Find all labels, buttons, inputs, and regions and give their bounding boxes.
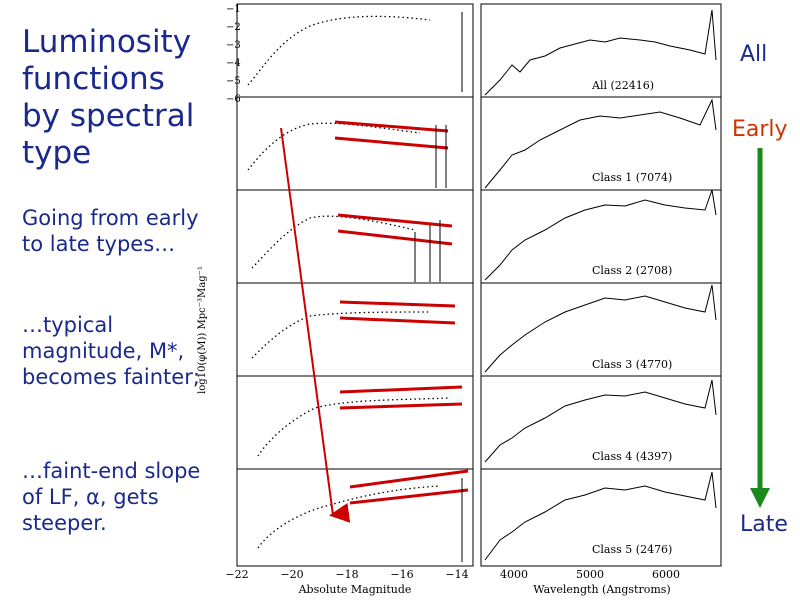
fit-lines xyxy=(334,120,469,505)
label-early: Early xyxy=(732,117,788,142)
panel-label-class2: Class 2 (2708) xyxy=(592,264,672,277)
ytick-5: −5 xyxy=(226,76,241,87)
y-ticks: −1 −2 −3 −4 −5 −6 xyxy=(226,4,241,105)
x-ticks-right: 4000 5000 6000 xyxy=(500,568,680,581)
xtick-right-0: 4000 xyxy=(500,568,528,581)
xtick-left-2: −18 xyxy=(335,568,358,581)
ytick-4: −4 xyxy=(226,58,241,69)
xtick-left-1: −20 xyxy=(280,568,303,581)
panel-label-all: All (22416) xyxy=(591,79,654,92)
lf-curves xyxy=(247,15,451,549)
ytick-6: −6 xyxy=(226,94,241,105)
slide-title: Luminosity functions by spectral type xyxy=(22,24,195,171)
panel-label-class3: Class 3 (4770) xyxy=(592,358,672,371)
panel-label-class5: Class 5 (2476) xyxy=(592,543,672,556)
y-axis-label: log10(φ(M)) Mpc⁻³Mag⁻¹ xyxy=(197,266,208,394)
bullet-faint-end-slope: …faint-end slope of LF, α, gets steeper. xyxy=(22,459,201,535)
panel-label-class4: Class 4 (4397) xyxy=(592,450,672,463)
xtick-left-3: −16 xyxy=(390,568,413,581)
spectra xyxy=(484,9,717,561)
label-late: Late xyxy=(740,512,788,537)
x-ticks-left: −22 −20 −18 −16 −14 xyxy=(225,568,468,581)
xtick-right-2: 6000 xyxy=(652,568,680,581)
panel-frames xyxy=(236,3,722,567)
error-bars xyxy=(414,12,463,562)
x-axis-label-left: Absolute Magnitude xyxy=(298,583,412,596)
bullet-going-early-to-late: Going from early to late types… xyxy=(22,206,199,256)
xtick-left-4: −14 xyxy=(445,568,468,581)
ytick-3: −3 xyxy=(226,40,241,51)
ytick-1: −1 xyxy=(226,4,241,15)
bullet-typical-magnitude: …typical magnitude, M*, becomes fainter; xyxy=(22,313,200,389)
xtick-right-1: 5000 xyxy=(576,568,604,581)
red-trend-arrow xyxy=(280,127,351,523)
label-all: All xyxy=(740,42,768,67)
x-axis-label-right: Wavelength (Angstroms) xyxy=(533,583,670,596)
xtick-left-0: −22 xyxy=(225,568,248,581)
green-arrow-head xyxy=(750,488,770,508)
ytick-2: −2 xyxy=(226,22,241,33)
panel-label-class1: Class 1 (7074) xyxy=(592,171,672,184)
panel-labels: All (22416) Class 1 (7074) Class 2 (2708… xyxy=(591,79,672,556)
